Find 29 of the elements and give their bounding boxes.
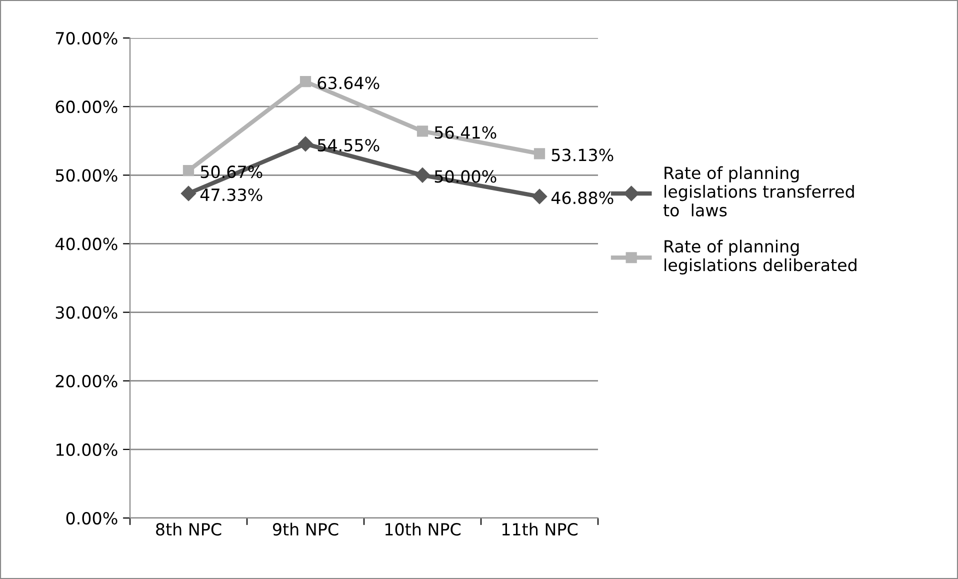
y-tick-label: 70.00% [56, 32, 118, 45]
y-tick-label: 50.00% [56, 169, 118, 182]
y-tick-label: 0.00% [66, 512, 118, 525]
y-tick-label: 40.00% [55, 238, 118, 250]
point [300, 76, 312, 88]
legend-label: Rate of planning legislations deliberated [664, 240, 856, 275]
point [414, 168, 430, 183]
y-tick-label: 10.00% [56, 443, 118, 456]
text: 54.55% [318, 138, 380, 152]
legend-label: Rate of planning legislations transferred to laws [663, 166, 854, 216]
y-tick-label: 60.00% [56, 100, 118, 114]
text: 46.88% [551, 192, 614, 204]
point [532, 188, 548, 204]
x-tick-label: 8th NPC [156, 522, 222, 536]
text: 56.41% [434, 126, 496, 139]
text: 63.64% [318, 76, 380, 90]
point [534, 148, 546, 160]
x-tick-label: 9th NPC [272, 522, 338, 536]
text: 50.00% [434, 170, 496, 183]
x-tick-label: 11th NPC [502, 522, 578, 536]
x-tick-label: 10th NPC [385, 522, 460, 536]
point [416, 126, 428, 137]
y-tick-label: 30.00% [56, 306, 118, 319]
point [180, 186, 196, 202]
y-tick-label: 20.00% [56, 374, 118, 388]
point [182, 164, 194, 176]
point [298, 136, 314, 152]
text: 47.33% [200, 188, 262, 202]
text: 53.13% [552, 148, 614, 162]
